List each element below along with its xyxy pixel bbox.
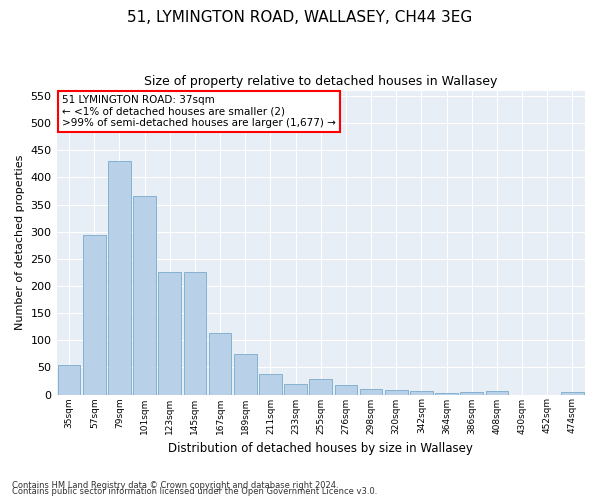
Bar	[184, 272, 206, 394]
Bar	[209, 333, 232, 394]
Bar	[158, 272, 181, 394]
Bar	[83, 236, 106, 394]
Bar	[284, 384, 307, 394]
Title: Size of property relative to detached houses in Wallasey: Size of property relative to detached ho…	[144, 75, 497, 88]
Bar	[335, 386, 357, 394]
Bar	[561, 392, 584, 394]
Text: Contains HM Land Registry data © Crown copyright and database right 2024.: Contains HM Land Registry data © Crown c…	[12, 481, 338, 490]
Bar	[310, 379, 332, 394]
Bar	[58, 364, 80, 394]
Bar	[410, 390, 433, 394]
Bar	[108, 161, 131, 394]
Bar	[435, 393, 458, 394]
Bar	[234, 354, 257, 395]
Bar	[259, 374, 282, 394]
Bar	[385, 390, 407, 394]
X-axis label: Distribution of detached houses by size in Wallasey: Distribution of detached houses by size …	[169, 442, 473, 455]
Text: 51 LYMINGTON ROAD: 37sqm
← <1% of detached houses are smaller (2)
>99% of semi-d: 51 LYMINGTON ROAD: 37sqm ← <1% of detach…	[62, 95, 336, 128]
Bar	[485, 392, 508, 394]
Bar	[360, 389, 382, 394]
Text: Contains public sector information licensed under the Open Government Licence v3: Contains public sector information licen…	[12, 487, 377, 496]
Y-axis label: Number of detached properties: Number of detached properties	[15, 155, 25, 330]
Bar	[460, 392, 483, 394]
Bar	[133, 196, 156, 394]
Text: 51, LYMINGTON ROAD, WALLASEY, CH44 3EG: 51, LYMINGTON ROAD, WALLASEY, CH44 3EG	[127, 10, 473, 25]
